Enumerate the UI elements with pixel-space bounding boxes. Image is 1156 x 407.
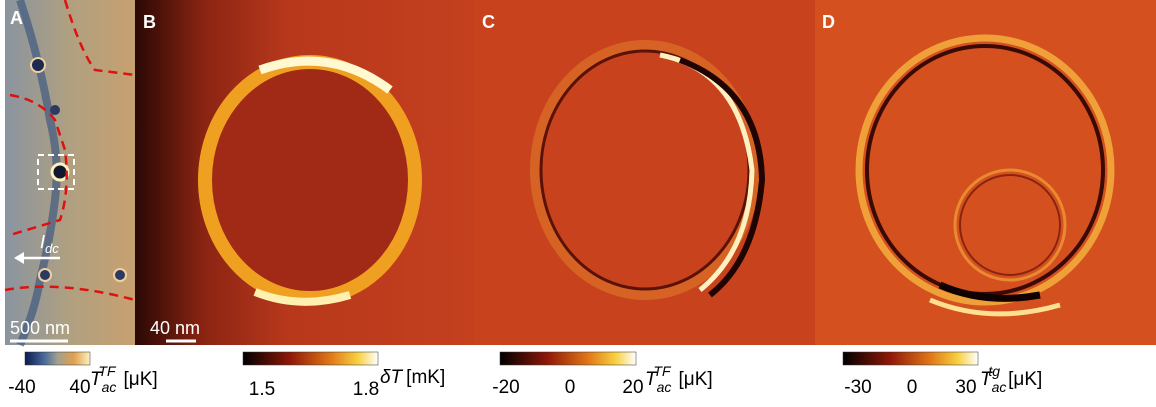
colorbar-label: Tactg [μK] bbox=[980, 363, 1042, 395]
colorbar-d: -30 0 30 Tactg [μK] bbox=[842, 351, 1042, 398]
scale-bar-label: 40 nm bbox=[150, 318, 200, 338]
colorbar-tick: 20 bbox=[622, 377, 643, 398]
panel-d: D bbox=[815, 0, 1156, 345]
scale-bar-label: 500 nm bbox=[10, 318, 70, 338]
colorbar-label: TacTF [μK] bbox=[90, 363, 158, 395]
colorbar-tick: -20 bbox=[492, 377, 519, 398]
colorbar-tick: -30 bbox=[844, 377, 871, 398]
panel-c: C bbox=[475, 0, 815, 345]
panel-label: C bbox=[482, 12, 495, 32]
panel-label: A bbox=[10, 8, 23, 28]
colorbar-label: TacTF [μK] bbox=[645, 363, 713, 395]
colorbar-tick: 0 bbox=[907, 377, 918, 398]
panel-label: B bbox=[143, 12, 156, 32]
colorbar-b: 1.5 1.8 δT [mK] bbox=[242, 351, 445, 400]
colorbar-tick: 40 bbox=[69, 377, 90, 398]
colorbar-a: -40 40 TacTF [μK] bbox=[8, 351, 158, 398]
colorbar-tick: -40 bbox=[8, 377, 35, 398]
colorbar-c: -20 0 20 TacTF [μK] bbox=[492, 351, 713, 398]
colorbar-tick: 30 bbox=[955, 377, 976, 398]
panel-label: D bbox=[822, 12, 835, 32]
current-label: Idc bbox=[40, 232, 59, 256]
colorbar-tick: 1.5 bbox=[249, 379, 275, 400]
panel-b: B 40 nm bbox=[135, 0, 475, 345]
colorbar-label: δT [mK] bbox=[380, 367, 445, 388]
colorbar-tick: 1.8 bbox=[353, 379, 379, 400]
colorbar-tick: 0 bbox=[565, 377, 576, 398]
panel-a: Idc A 500 nm bbox=[4, 0, 136, 347]
